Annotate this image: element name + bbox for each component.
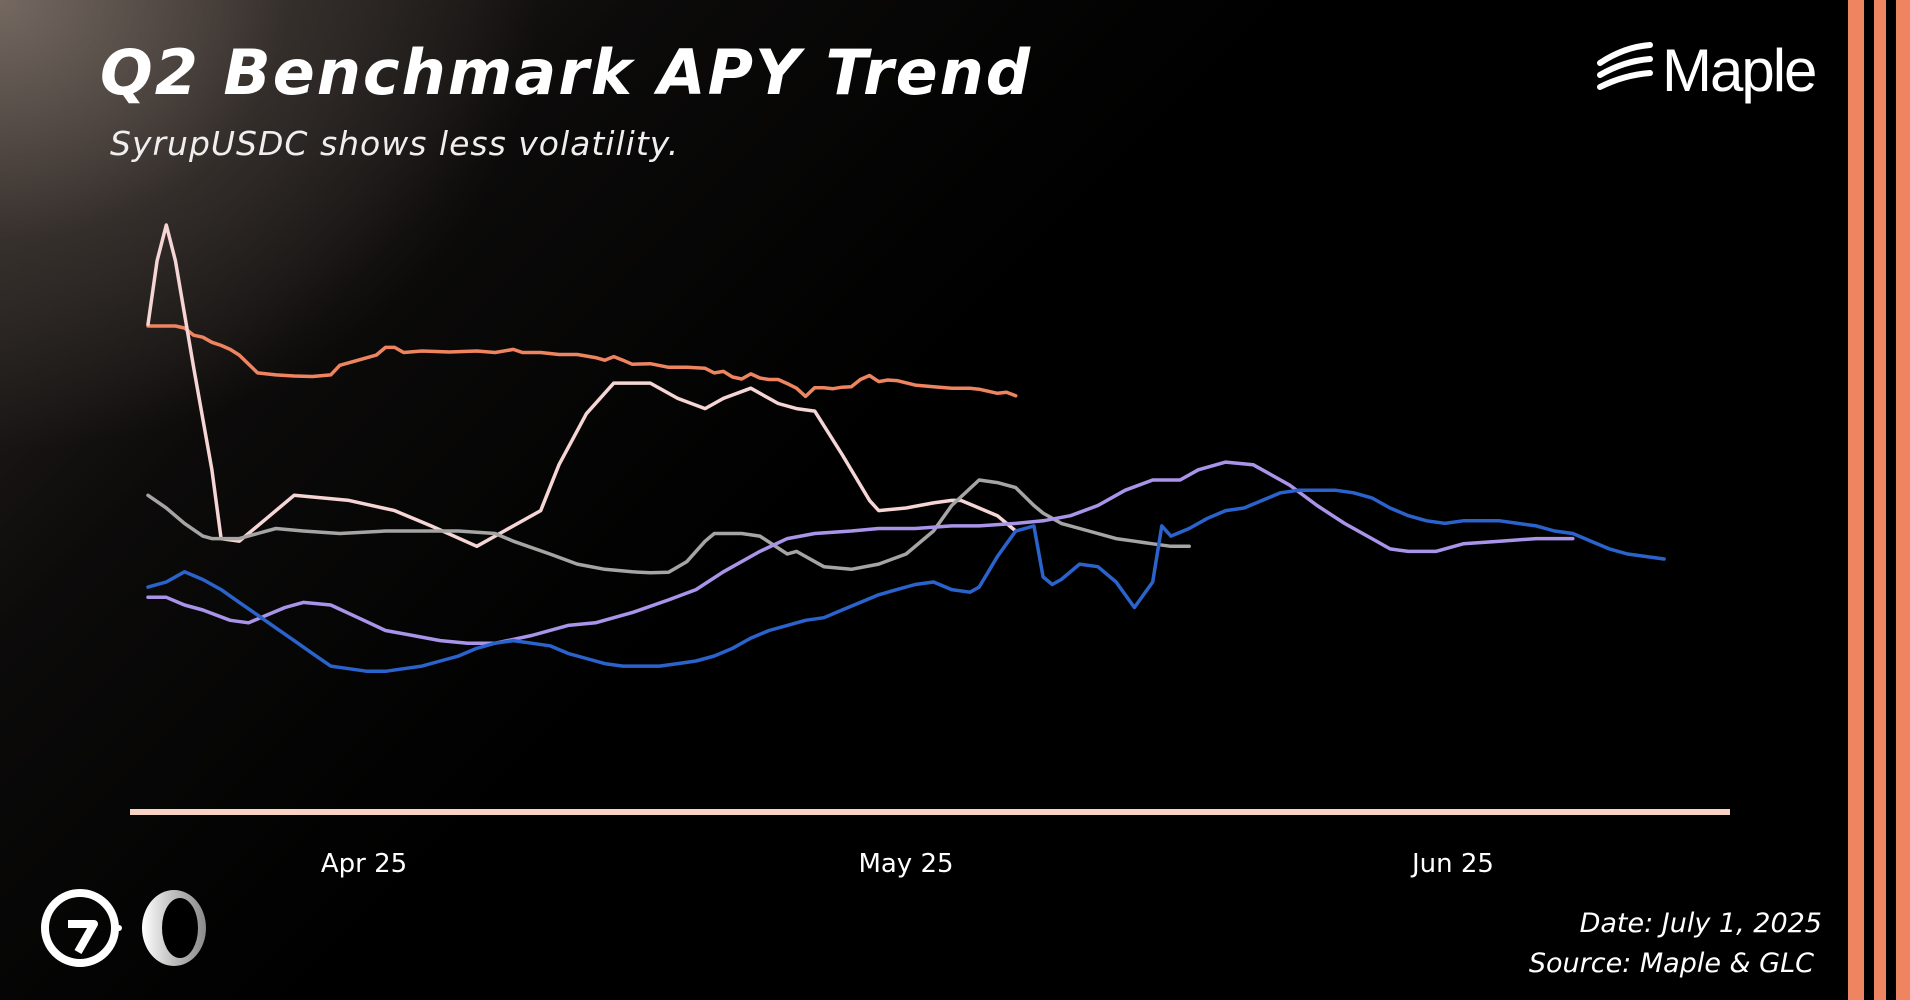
maple-logo: Maple — [1596, 36, 1826, 106]
x-axis-ticks: Apr 25 May 25 Jun 25 — [321, 849, 1494, 879]
footer-source: Source: Maple & GLC — [1528, 948, 1814, 979]
maple-waves-icon — [1597, 42, 1653, 90]
accent-stripe — [1896, 0, 1910, 1000]
maple-wordmark: Maple — [1662, 37, 1817, 104]
x-tick-label: Jun 25 — [1410, 849, 1494, 879]
x-tick-label: May 25 — [858, 849, 953, 879]
accent-stripe — [1874, 0, 1886, 1000]
accent-stripes — [1848, 0, 1910, 1000]
footer-date: Date: July 1, 2025 — [1579, 908, 1822, 939]
series-line-4 — [146, 460, 1575, 645]
accent-stripe — [1848, 0, 1864, 1000]
page-subtitle: SyrupUSDC shows less volatility. — [110, 124, 680, 163]
g-circle-logo-icon — [38, 886, 124, 974]
series-line-2 — [146, 223, 1018, 549]
series-layer — [146, 223, 1666, 674]
series-line-5 — [146, 488, 1666, 674]
series-line-1 — [146, 324, 1018, 399]
series-line-3 — [146, 478, 1191, 575]
page-title: Q2 Benchmark APY Trend — [100, 36, 1033, 109]
ring-logo-icon — [136, 886, 212, 974]
x-tick-label: Apr 25 — [321, 849, 407, 879]
